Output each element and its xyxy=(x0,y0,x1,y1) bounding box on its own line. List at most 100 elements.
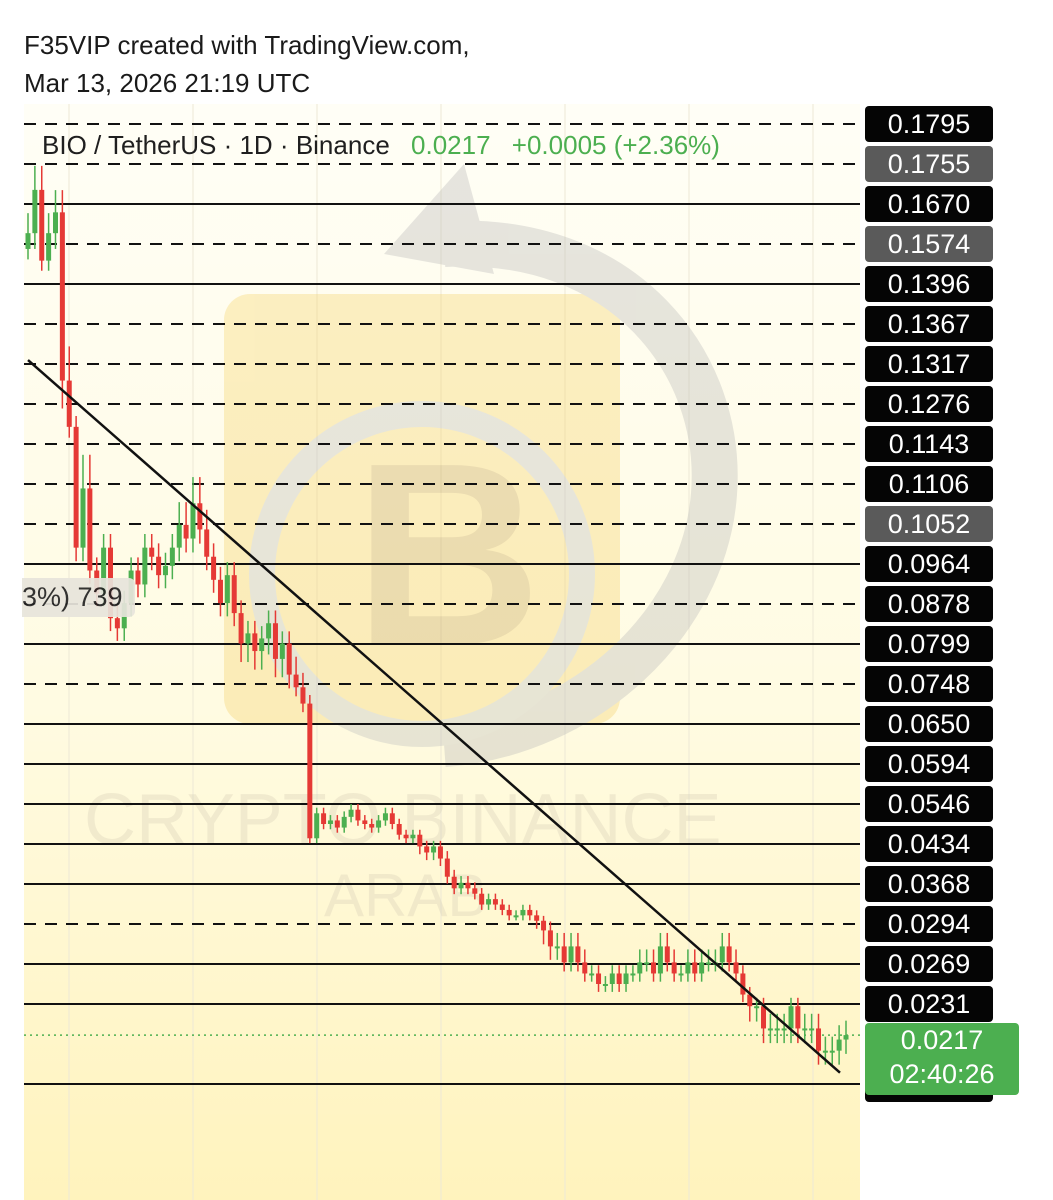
candle-body xyxy=(809,1028,815,1031)
candle-body xyxy=(211,556,217,580)
candle-body xyxy=(582,962,588,974)
candle-body xyxy=(362,820,368,824)
candle-body xyxy=(781,1028,787,1031)
candle-body xyxy=(66,380,72,427)
candle-body xyxy=(396,824,402,835)
price-axis-label: 0.1670 xyxy=(865,186,993,222)
candle-body xyxy=(575,946,581,963)
candle-body xyxy=(307,703,313,839)
price-axis-label: 0.0799 xyxy=(865,626,993,662)
candle-body xyxy=(224,575,230,604)
chart-caption: F35VIP created with TradingView.com, Mar… xyxy=(24,26,470,102)
candle-body xyxy=(204,529,210,557)
candle-body xyxy=(39,189,45,261)
candle-body xyxy=(816,1028,822,1051)
candle-body xyxy=(80,488,86,548)
candle-body xyxy=(802,1028,808,1031)
candle-body xyxy=(431,846,437,853)
price-axis-label: 0.0650 xyxy=(865,706,993,742)
candle-body xyxy=(596,973,602,984)
candle-body xyxy=(245,633,251,644)
candle-body xyxy=(630,973,636,976)
candle-body xyxy=(726,946,732,963)
candle-body xyxy=(162,565,168,576)
price-axis-label: 0.1795 xyxy=(865,106,993,142)
price-axis-label: 0.0269 xyxy=(865,946,993,982)
symbol-last-price: 0.0217 xyxy=(411,130,491,160)
descending-trendline[interactable] xyxy=(27,359,841,1074)
candle-body xyxy=(623,973,629,984)
price-axis-label: 0.1755 xyxy=(865,146,993,182)
price-axis-label: 0.1143 xyxy=(865,426,993,462)
symbol-title: BIO / TetherUS · 1D · Binance xyxy=(42,130,390,160)
price-axis-label: 0.0964 xyxy=(865,546,993,582)
candle-body xyxy=(616,973,622,984)
candle-body xyxy=(534,915,540,921)
price-axis-label: 0.1276 xyxy=(865,386,993,422)
candle-body xyxy=(740,973,746,995)
candle-body xyxy=(486,899,492,905)
candle-body xyxy=(644,962,650,965)
chart-area[interactable]: B CRYPTO BINANCE ARAB BIO / TetherUS · 1… xyxy=(22,104,1034,1200)
candle-body xyxy=(190,503,196,539)
candle-body xyxy=(719,946,725,963)
candle-body xyxy=(114,618,120,629)
candle-body xyxy=(458,882,464,889)
candle-body xyxy=(334,820,340,828)
candle-body xyxy=(678,973,684,976)
level-lines xyxy=(24,123,860,1085)
price-chart[interactable]: B CRYPTO BINANCE ARAB xyxy=(24,104,1034,1200)
candle-body xyxy=(87,488,93,571)
candle-body xyxy=(547,930,553,947)
bar-countdown: 02:40:26 xyxy=(889,1059,995,1089)
candle-body xyxy=(197,503,203,530)
current-price-tag: 0.0217 02:40:26 xyxy=(865,1023,1019,1095)
price-axis-label: 0.0594 xyxy=(865,746,993,782)
price-axis-label: 0.1106 xyxy=(865,466,993,502)
candle-body xyxy=(561,946,567,963)
candle-body xyxy=(651,962,657,974)
candle-body xyxy=(382,813,388,821)
watermark-text: CRYPTO BINANCE xyxy=(84,780,722,860)
candle-body xyxy=(444,858,450,877)
candle-body xyxy=(169,547,175,566)
candle-body xyxy=(327,820,333,824)
candle-body xyxy=(238,613,244,644)
candle-body xyxy=(321,813,327,824)
candle-body xyxy=(52,212,58,234)
price-axis-label: 0.0231 xyxy=(865,986,993,1022)
candle-body xyxy=(754,1006,760,1009)
watermark-logo: B CRYPTO BINANCE ARAB xyxy=(84,164,738,929)
candle-body xyxy=(410,834,416,839)
candle-body xyxy=(389,813,395,824)
trendline-group xyxy=(27,359,841,1074)
candle-body xyxy=(506,909,512,916)
candle-body xyxy=(843,1035,849,1040)
candle-body xyxy=(664,946,670,963)
candle-body xyxy=(733,962,739,974)
candle-body xyxy=(25,233,31,249)
candle-body xyxy=(183,524,189,539)
price-axis-label: 0.0546 xyxy=(865,786,993,822)
candle-body xyxy=(314,813,320,839)
candle-body xyxy=(747,994,753,1007)
price-axis-label: 0.1317 xyxy=(865,346,993,382)
candle-body xyxy=(637,962,643,974)
grid-lines xyxy=(68,104,814,1200)
candle-body xyxy=(520,909,526,916)
price-axis-label: 0.0368 xyxy=(865,866,993,902)
candle-body xyxy=(671,962,677,974)
candle-body xyxy=(417,834,423,847)
candle-series xyxy=(25,165,849,1065)
caption-author: F35VIP created with TradingView.com, xyxy=(24,30,470,60)
price-axis-label: 0.0434 xyxy=(865,826,993,862)
candle-body xyxy=(513,915,519,918)
candle-body xyxy=(836,1039,842,1051)
candle-body xyxy=(609,973,615,984)
candle-body xyxy=(685,962,691,974)
candle-body xyxy=(499,904,505,910)
candle-body xyxy=(293,674,299,688)
watermark-subtext: ARAB xyxy=(324,862,487,929)
candle-body xyxy=(788,1006,794,1029)
candle-body xyxy=(465,882,471,889)
